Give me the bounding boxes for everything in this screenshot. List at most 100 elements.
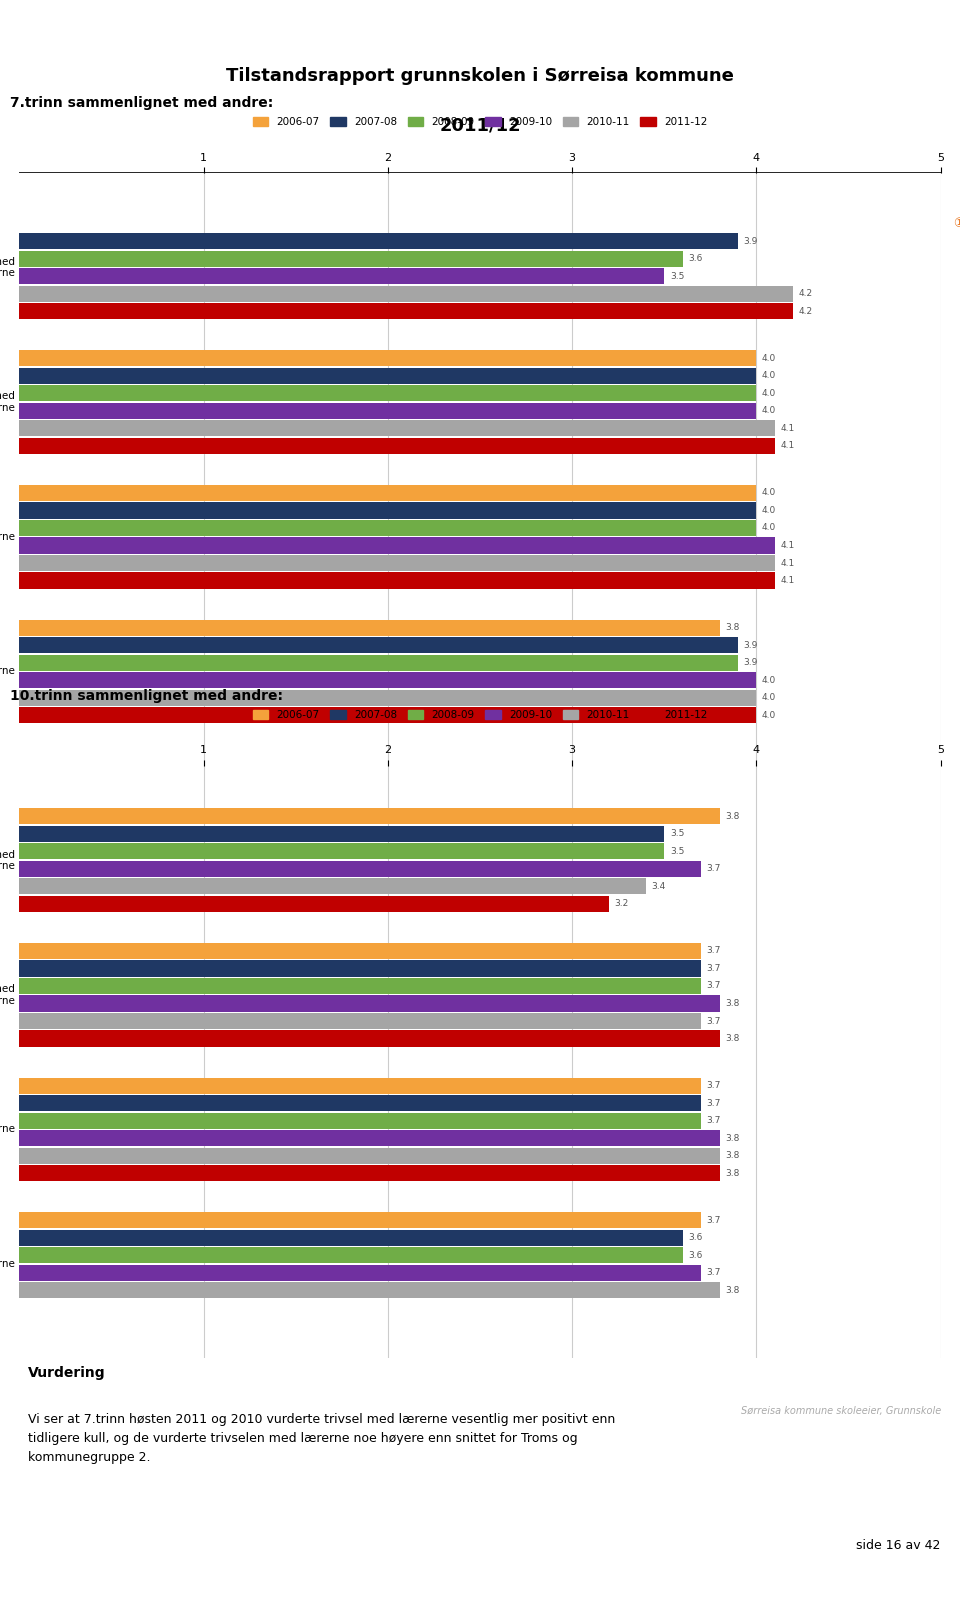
Text: 3.7: 3.7 bbox=[707, 1117, 721, 1125]
Text: Tilstandsrapport grunnskolen i Sørreisa kommune: Tilstandsrapport grunnskolen i Sørreisa … bbox=[226, 68, 734, 85]
Text: 4.1: 4.1 bbox=[780, 423, 795, 433]
Text: 7.trinn sammenlignet med andre:: 7.trinn sammenlignet med andre: bbox=[10, 97, 274, 109]
Bar bbox=[19, 1247, 683, 1263]
Bar bbox=[19, 520, 756, 536]
Text: 3.7: 3.7 bbox=[707, 1268, 721, 1278]
Bar bbox=[19, 1147, 720, 1163]
Text: 3.8: 3.8 bbox=[725, 1286, 739, 1295]
Text: 3.2: 3.2 bbox=[614, 899, 629, 909]
Text: 4.1: 4.1 bbox=[780, 441, 795, 451]
Text: 4.0: 4.0 bbox=[762, 693, 777, 702]
Bar bbox=[19, 351, 756, 367]
Text: 4.0: 4.0 bbox=[762, 407, 777, 415]
Legend: 2006-07, 2007-08, 2008-09, 2009-10, 2010-11, 2011-12: 2006-07, 2007-08, 2008-09, 2009-10, 2010… bbox=[249, 113, 711, 132]
Bar bbox=[19, 555, 775, 571]
Bar bbox=[19, 402, 756, 418]
Text: Sørreisa kommune skoleeier, Grunnskole: Sørreisa kommune skoleeier, Grunnskole bbox=[740, 813, 941, 824]
Bar bbox=[19, 1096, 701, 1112]
Text: 4.0: 4.0 bbox=[762, 489, 777, 497]
Bar bbox=[19, 1130, 720, 1146]
Text: 3.6: 3.6 bbox=[688, 254, 703, 264]
Text: 3.7: 3.7 bbox=[707, 946, 721, 956]
Bar bbox=[19, 690, 756, 706]
Text: Sørreisa kommune skoleeier, Grunnskole: Sørreisa kommune skoleeier, Grunnskole bbox=[740, 1406, 941, 1416]
Text: 3.8: 3.8 bbox=[725, 1168, 739, 1178]
Bar bbox=[19, 861, 701, 877]
Bar bbox=[19, 484, 756, 500]
Text: 4.1: 4.1 bbox=[780, 541, 795, 550]
Bar bbox=[19, 1030, 720, 1046]
Bar bbox=[19, 708, 756, 724]
Text: 3.9: 3.9 bbox=[744, 237, 758, 246]
Bar bbox=[19, 438, 775, 454]
Text: 3.7: 3.7 bbox=[707, 1216, 721, 1224]
Bar bbox=[19, 978, 701, 994]
Text: 3.7: 3.7 bbox=[707, 981, 721, 991]
Text: 4.0: 4.0 bbox=[762, 389, 777, 397]
Bar bbox=[19, 573, 775, 589]
Text: 3.8: 3.8 bbox=[725, 1150, 739, 1160]
Text: 3.5: 3.5 bbox=[670, 846, 684, 856]
Bar bbox=[19, 843, 664, 859]
Text: 4.0: 4.0 bbox=[762, 676, 777, 685]
Text: 4.0: 4.0 bbox=[762, 372, 777, 380]
Text: 3.5: 3.5 bbox=[670, 272, 684, 280]
Bar bbox=[19, 879, 646, 895]
Bar bbox=[19, 943, 701, 959]
Text: 4.0: 4.0 bbox=[762, 354, 777, 362]
Text: 3.7: 3.7 bbox=[707, 1081, 721, 1091]
Text: 3.8: 3.8 bbox=[725, 1134, 739, 1142]
Text: 3.8: 3.8 bbox=[725, 1035, 739, 1043]
Bar bbox=[19, 233, 738, 249]
Bar bbox=[19, 1265, 701, 1281]
Bar bbox=[19, 537, 775, 553]
Bar bbox=[19, 285, 793, 301]
Bar bbox=[19, 996, 720, 1012]
Bar bbox=[19, 896, 609, 912]
Bar bbox=[19, 420, 775, 436]
Text: 3.9: 3.9 bbox=[744, 658, 758, 668]
Text: 3.4: 3.4 bbox=[652, 882, 665, 891]
Bar bbox=[19, 1014, 701, 1030]
Bar bbox=[19, 673, 756, 689]
Text: ①: ① bbox=[953, 217, 960, 230]
Text: Vurdering: Vurdering bbox=[29, 1366, 106, 1381]
Bar bbox=[19, 1078, 701, 1094]
Text: 3.6: 3.6 bbox=[688, 1250, 703, 1260]
Text: 3.8: 3.8 bbox=[725, 813, 739, 821]
Text: 3.8: 3.8 bbox=[725, 999, 739, 1007]
Text: 3.6: 3.6 bbox=[688, 1234, 703, 1242]
Bar bbox=[19, 619, 720, 636]
Text: 4.1: 4.1 bbox=[780, 558, 795, 568]
Text: 3.9: 3.9 bbox=[744, 640, 758, 650]
Bar bbox=[19, 269, 664, 285]
Bar bbox=[19, 385, 756, 401]
Text: 3.5: 3.5 bbox=[670, 829, 684, 838]
Bar bbox=[19, 655, 738, 671]
Text: 4.2: 4.2 bbox=[799, 290, 813, 298]
Text: 3.8: 3.8 bbox=[725, 623, 739, 632]
Bar bbox=[19, 637, 738, 653]
Text: 4.0: 4.0 bbox=[762, 711, 777, 719]
Text: 3.7: 3.7 bbox=[707, 1099, 721, 1107]
Bar bbox=[19, 1212, 701, 1228]
Text: 3.7: 3.7 bbox=[707, 864, 721, 874]
Bar bbox=[19, 302, 793, 319]
Bar bbox=[19, 1282, 720, 1298]
Bar bbox=[19, 825, 664, 842]
Bar bbox=[19, 1229, 683, 1245]
Text: 4.0: 4.0 bbox=[762, 523, 777, 533]
Text: Vi ser at 7.trinn høsten 2011 og 2010 vurderte trivsel med lærerne vesentlig mer: Vi ser at 7.trinn høsten 2011 og 2010 vu… bbox=[29, 1413, 615, 1464]
Text: 4.1: 4.1 bbox=[780, 576, 795, 586]
Text: side 16 av 42: side 16 av 42 bbox=[856, 1540, 941, 1553]
Bar bbox=[19, 961, 701, 977]
Bar bbox=[19, 1113, 701, 1130]
Text: 4.0: 4.0 bbox=[762, 505, 777, 515]
Bar bbox=[19, 808, 720, 824]
Text: 10.trinn sammenlignet med andre:: 10.trinn sammenlignet med andre: bbox=[10, 689, 283, 703]
Bar bbox=[19, 368, 756, 385]
Bar bbox=[19, 502, 756, 518]
Text: 2011/12: 2011/12 bbox=[439, 117, 521, 135]
Legend: 2006-07, 2007-08, 2008-09, 2009-10, 2010-11, 2011-12: 2006-07, 2007-08, 2008-09, 2009-10, 2010… bbox=[249, 706, 711, 724]
Text: 3.7: 3.7 bbox=[707, 964, 721, 973]
